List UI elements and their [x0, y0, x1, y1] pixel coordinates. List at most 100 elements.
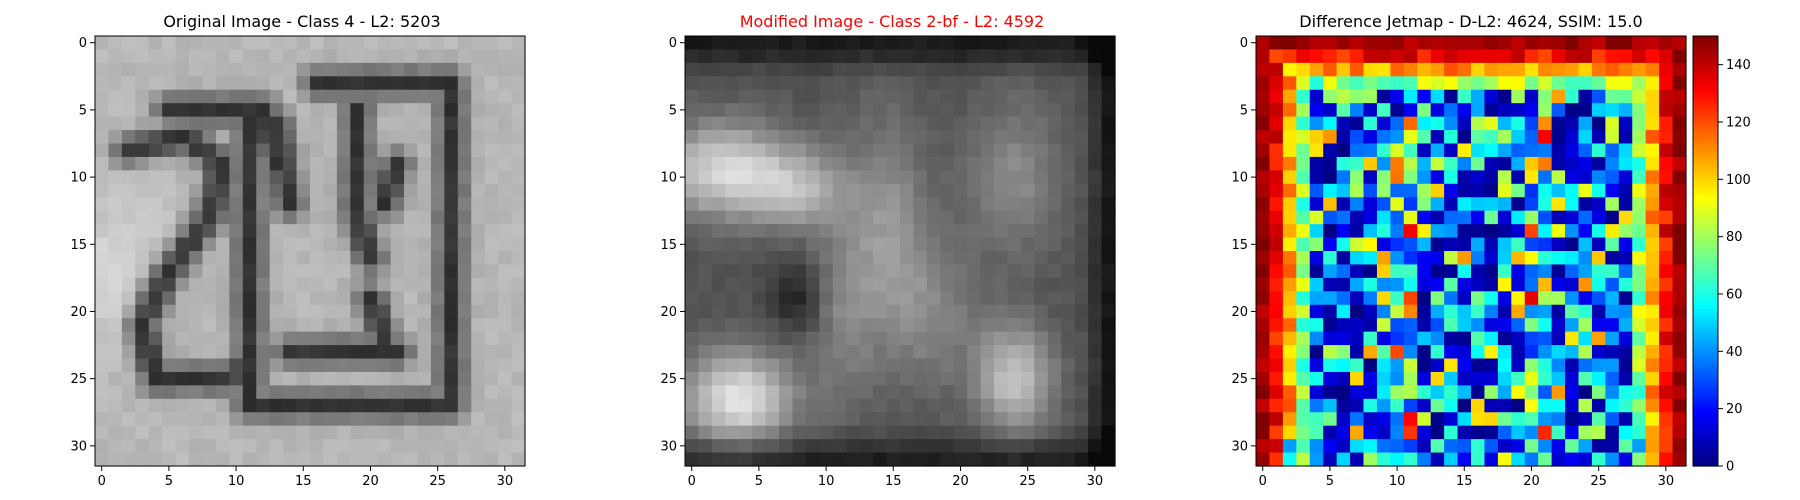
pixel-cell	[471, 36, 486, 51]
pixel-cell	[1578, 452, 1593, 467]
pixel-cell	[229, 224, 244, 239]
pixel-cell	[1632, 116, 1647, 131]
pixel-cell	[135, 197, 150, 212]
pixel-cell	[859, 116, 874, 131]
pixel-cell	[484, 425, 499, 440]
pixel-cell	[873, 291, 888, 306]
pixel-cell	[1484, 385, 1499, 400]
pixel-cell	[725, 345, 740, 360]
pixel-cell	[1672, 89, 1687, 104]
pixel-cell	[1047, 103, 1062, 118]
pixel-cell	[1074, 156, 1089, 171]
pixel-cell	[1074, 76, 1089, 91]
pixel-cell	[377, 331, 392, 346]
pixel-cell	[738, 224, 753, 239]
pixel-cell	[1632, 224, 1647, 239]
pixel-cell	[471, 143, 486, 158]
pixel-cell	[832, 36, 847, 51]
pixel-cell	[698, 385, 713, 400]
pixel-cell	[765, 183, 780, 198]
pixel-cell	[1007, 371, 1022, 386]
pixel-cell	[1430, 398, 1445, 413]
pixel-cell	[1323, 452, 1338, 467]
pixel-cell	[859, 264, 874, 279]
pixel-cell	[430, 156, 445, 171]
pixel-cell	[1020, 345, 1035, 360]
pixel-cell	[471, 425, 486, 440]
pixel-cell	[1336, 130, 1351, 145]
pixel-cell	[886, 143, 901, 158]
pixel-cell	[873, 156, 888, 171]
pixel-cell	[711, 89, 726, 104]
pixel-cell	[1309, 76, 1324, 91]
pixel-cell	[805, 36, 820, 51]
pixel-cell	[1511, 425, 1526, 440]
pixel-cell	[940, 277, 955, 292]
pixel-cell	[189, 116, 204, 131]
pixel-cell	[417, 439, 432, 454]
pixel-cell	[363, 183, 378, 198]
pixel-cell	[256, 345, 271, 360]
pixel-cell	[310, 170, 325, 185]
pixel-cell	[1605, 237, 1620, 252]
pixel-cell	[900, 331, 915, 346]
pixel-cell	[913, 264, 928, 279]
pixel-cell	[873, 385, 888, 400]
pixel-cell	[1484, 345, 1499, 360]
pixel-cell	[135, 130, 150, 145]
y-tick-label: 25	[1231, 372, 1248, 387]
pixel-cell	[444, 251, 459, 266]
pixel-cell	[805, 116, 820, 131]
pixel-cell	[511, 183, 526, 198]
pixel-cell	[1282, 62, 1297, 77]
pixel-cell	[913, 36, 928, 51]
pixel-cell	[738, 251, 753, 266]
pixel-cell	[1471, 318, 1486, 333]
pixel-cell	[256, 210, 271, 225]
pixel-cell	[752, 130, 767, 145]
pixel-cell	[363, 345, 378, 360]
pixel-cell	[752, 398, 767, 413]
pixel-cell	[859, 130, 874, 145]
pixel-cell	[1659, 412, 1674, 427]
pixel-cell	[283, 210, 298, 225]
pixel-cell	[108, 304, 123, 319]
y-tick-label: 15	[1231, 238, 1248, 253]
pixel-cell	[95, 76, 110, 91]
pixel-cell	[1645, 264, 1660, 279]
pixel-cell	[1376, 439, 1391, 454]
pixel-cell	[752, 264, 767, 279]
pixel-cell	[1618, 452, 1633, 467]
pixel-cell	[1444, 264, 1459, 279]
x-tick-label: 0	[688, 474, 696, 489]
pixel-cell	[765, 237, 780, 252]
pixel-cell	[1672, 197, 1687, 212]
pixel-cell	[900, 277, 915, 292]
pixel-cell	[202, 452, 217, 467]
y-tick-label: 15	[70, 238, 87, 253]
pixel-cell	[1538, 62, 1553, 77]
pixel-cell	[913, 425, 928, 440]
pixel-cell	[108, 103, 123, 118]
pixel-cell	[752, 49, 767, 64]
pixel-cell	[765, 412, 780, 427]
pixel-cell	[792, 197, 807, 212]
pixel-cell	[1061, 224, 1076, 239]
pixel-cell	[685, 304, 700, 319]
pixel-cell	[1497, 251, 1512, 266]
pixel-cell	[980, 425, 995, 440]
pixel-cell	[1672, 36, 1687, 51]
pixel-cell	[994, 331, 1009, 346]
pixel-cell	[256, 62, 271, 77]
pixel-cell	[283, 425, 298, 440]
pixel-cell	[1457, 49, 1472, 64]
pixel-cell	[1471, 89, 1486, 104]
pixel-cell	[913, 331, 928, 346]
pixel-cell	[1350, 197, 1365, 212]
pixel-cell	[953, 49, 968, 64]
pixel-cell	[1363, 251, 1378, 266]
pixel-cell	[95, 197, 110, 212]
pixel-cell	[913, 358, 928, 373]
pixel-cell	[242, 170, 257, 185]
pixel-cell	[1007, 62, 1022, 77]
